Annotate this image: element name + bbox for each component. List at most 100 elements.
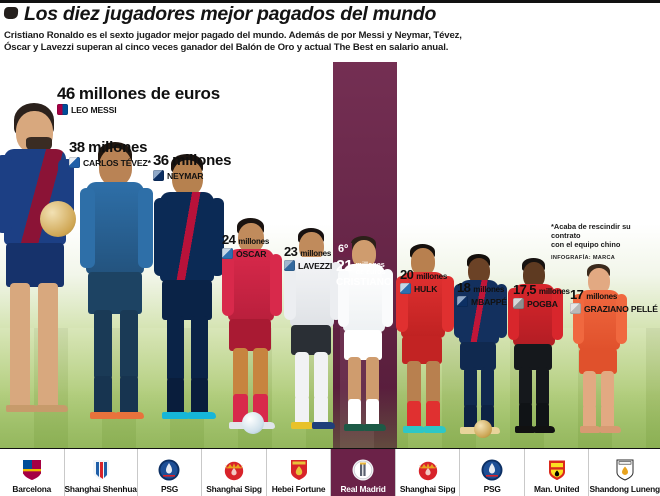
leg-left (94, 310, 112, 380)
player-figure-cristiano (338, 234, 393, 448)
boot-right (312, 422, 335, 429)
callout-name-row-messi: LEO MESSI (57, 104, 220, 115)
callout-tevez: 38 millones CARLOS TÉVEZ* (69, 140, 151, 168)
player-figure-oscar (222, 216, 282, 448)
team-cell-man-united[interactable]: Man. United (525, 449, 590, 496)
team-name: Barcelona (12, 484, 52, 494)
boot-left (515, 426, 536, 433)
page-title: Los diez jugadores mejor pagados del mun… (24, 3, 437, 25)
callout-player-name-neymar: NEYMAR (167, 170, 204, 181)
team-strip: Barcelona Shanghai Shenhua PSG (0, 448, 660, 496)
team-cell-shanghai-sipg-2[interactable]: Shanghai Sipg (396, 449, 461, 496)
callout-amount-pogba: 17,5 millones (513, 282, 570, 297)
shandong-luneng-badge (613, 458, 637, 482)
callout-name-row-neymar: NEYMAR (153, 170, 231, 181)
standfirst-line-1: Cristiano Ronaldo es el sexto jugador me… (4, 30, 462, 41)
team-name: Shanghai Sipg (206, 484, 262, 494)
football (474, 420, 492, 438)
team-cell-psg-2[interactable]: PSG (460, 449, 525, 496)
player-figure-neymar (154, 152, 224, 448)
standfirst-line-2: Óscar y Lavezzi superan al cinco veces g… (4, 41, 449, 53)
arm-left (454, 284, 465, 338)
callout-cristiano: 6º 21 millones de euros CRISTIANO (334, 239, 396, 288)
torso (290, 257, 334, 327)
boot-right (600, 426, 621, 433)
head (588, 268, 610, 294)
callout-name-row-hulk: HULK (400, 283, 447, 294)
sock-right (191, 378, 208, 416)
shanghai-sipg-crest (400, 283, 411, 294)
arm-left (508, 288, 519, 340)
callout-player-name-oscar: ÓSCAR (236, 248, 267, 259)
credit-line: INFOGRAFÍA: MARCA (551, 255, 616, 261)
leg-left (583, 371, 596, 409)
boot-left (291, 422, 314, 429)
arm-right (552, 288, 563, 340)
callout-player-name-pogba: POGBA (527, 298, 558, 309)
callout-pogba: 17,5 millones POGBA (513, 283, 570, 309)
head (352, 240, 376, 268)
team-name: Shanghai Sipg (399, 484, 456, 494)
callout-amount-lavezzi: 23 millones (284, 244, 332, 259)
footnote: *Acaba de rescindir su contrato con el e… (551, 222, 657, 263)
sock-right (38, 355, 58, 409)
boot-left (460, 427, 481, 434)
team-name: Man. United (534, 484, 580, 494)
shanghai-sipg-badge (416, 458, 440, 482)
leg-left (167, 316, 184, 382)
boot-left (403, 426, 425, 433)
callout-player-name-hulk: HULK (414, 283, 438, 294)
callout-amount-hulk: 20 millones (400, 267, 448, 282)
footnote-line-2: con el equipo chino (551, 240, 621, 249)
callout-name-row-graziano-pelle: GRAZIANO PELLÉ (570, 303, 658, 314)
arm-right (382, 269, 393, 327)
team-name: Shandong Luneng (589, 484, 660, 494)
team-cell-hebei-fortune[interactable]: Hebei Fortune (267, 449, 332, 496)
team-cell-psg[interactable]: PSG (138, 449, 203, 496)
leg-left (519, 367, 532, 407)
player-figure-graziano-pelle (573, 262, 630, 448)
shorts (88, 272, 142, 314)
callout-amount-messi: 46 millones de euros (57, 84, 220, 103)
callout-player-name-tevez: CARLOS TÉVEZ* (83, 157, 151, 168)
sock-right (426, 401, 440, 429)
callout-player-name-graziano-pelle: GRAZIANO PELLÉ (584, 303, 658, 314)
real-madrid-badge (351, 458, 375, 482)
player-stage (0, 62, 660, 448)
callout-lavezzi: 23 millones LAVEZZI (284, 245, 332, 271)
player-figure-lavezzi (284, 226, 342, 448)
torso (578, 290, 620, 350)
callout-name-row-oscar: ÓSCAR (222, 248, 269, 259)
callout-hulk: 20 millones HULK (400, 268, 447, 294)
shandong-luneng-crest (570, 303, 581, 314)
shorts (460, 342, 496, 370)
leg-right (314, 352, 328, 400)
boot-right (188, 412, 216, 419)
team-cell-shanghai-shenhua[interactable]: Shanghai Shenhua (65, 449, 138, 496)
psg-badge (157, 458, 181, 482)
callout-amount-neymar: 36 millones (153, 152, 232, 169)
arm-left (284, 262, 296, 320)
leg-right (536, 367, 549, 407)
head (99, 148, 132, 186)
team-cell-shanghai-sipg-1[interactable]: Shanghai Sipg (202, 449, 267, 496)
torso (343, 264, 385, 332)
team-cell-shandong-luneng[interactable]: Shandong Luneng (589, 449, 660, 496)
callout-name-row-lavezzi: LAVEZZI (284, 260, 332, 271)
player-figure-pogba (508, 256, 563, 448)
team-cell-barcelona[interactable]: Barcelona (0, 449, 65, 496)
top-rule (0, 0, 660, 3)
leg-right (253, 348, 268, 398)
boot-left (90, 412, 118, 419)
psg-crest (457, 296, 468, 307)
team-cell-real-madrid[interactable]: Real Madrid (331, 449, 396, 496)
boot-right (364, 424, 386, 431)
arm-left (573, 294, 584, 344)
shanghai-sipg-crest (222, 248, 233, 259)
callout-amount-oscar: 24 millones (222, 232, 270, 247)
hebei-fortune-badge (287, 458, 311, 482)
team-name: Hebei Fortune (271, 484, 326, 494)
football (40, 201, 76, 237)
arm-left (154, 198, 168, 276)
